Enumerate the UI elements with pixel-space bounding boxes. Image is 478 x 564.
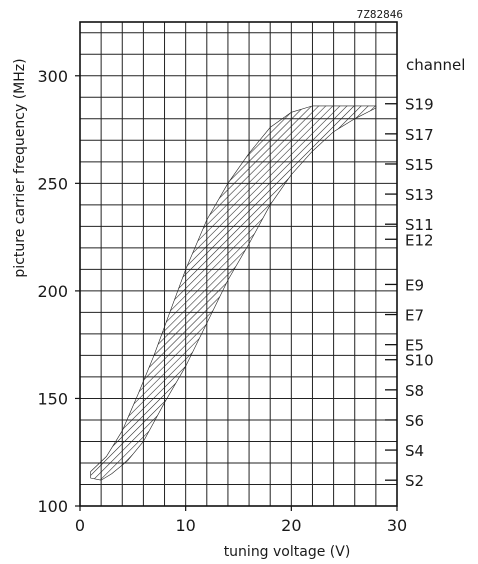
y-axis-ticks: 100 150 200 250 300	[37, 67, 80, 516]
y-axis-title: picture carrier frequency (MHz)	[12, 58, 28, 277]
grid	[80, 22, 397, 506]
figure-code: 7Z82846	[357, 8, 403, 21]
channel-label: S8	[405, 382, 424, 400]
channel-axis-title: channel	[406, 56, 465, 74]
channel-label: S19	[405, 96, 434, 114]
channel-label: E5	[405, 337, 424, 355]
channel-label: S6	[405, 412, 424, 430]
y-tick-label: 200	[37, 282, 68, 301]
y-tick-label: 100	[37, 497, 68, 516]
x-tick-label: 30	[387, 516, 407, 535]
x-axis-ticks: 0 10 20 30	[75, 506, 407, 535]
channel-label: S15	[405, 156, 434, 174]
channel-label: S17	[405, 126, 434, 144]
channel-label: S10	[405, 352, 434, 370]
channel-label: S11	[405, 216, 434, 234]
plot-frame	[79, 21, 398, 507]
channel-label: E12	[405, 231, 434, 249]
channel-label: S2	[405, 472, 424, 490]
y-tick-label: 250	[37, 174, 68, 193]
x-tick-label: 0	[75, 516, 85, 535]
y-tick-label: 150	[37, 389, 68, 408]
x-tick-label: 20	[281, 516, 301, 535]
channel-label: E7	[405, 307, 424, 325]
y-tick-label: 300	[37, 67, 68, 86]
channel-label: S13	[405, 186, 434, 204]
x-axis-title: tuning voltage (V)	[224, 544, 351, 560]
x-tick-label: 10	[175, 516, 195, 535]
channel-label: S4	[405, 442, 424, 460]
channel-label: E9	[405, 276, 424, 294]
tuning-range-band	[90, 105, 377, 481]
